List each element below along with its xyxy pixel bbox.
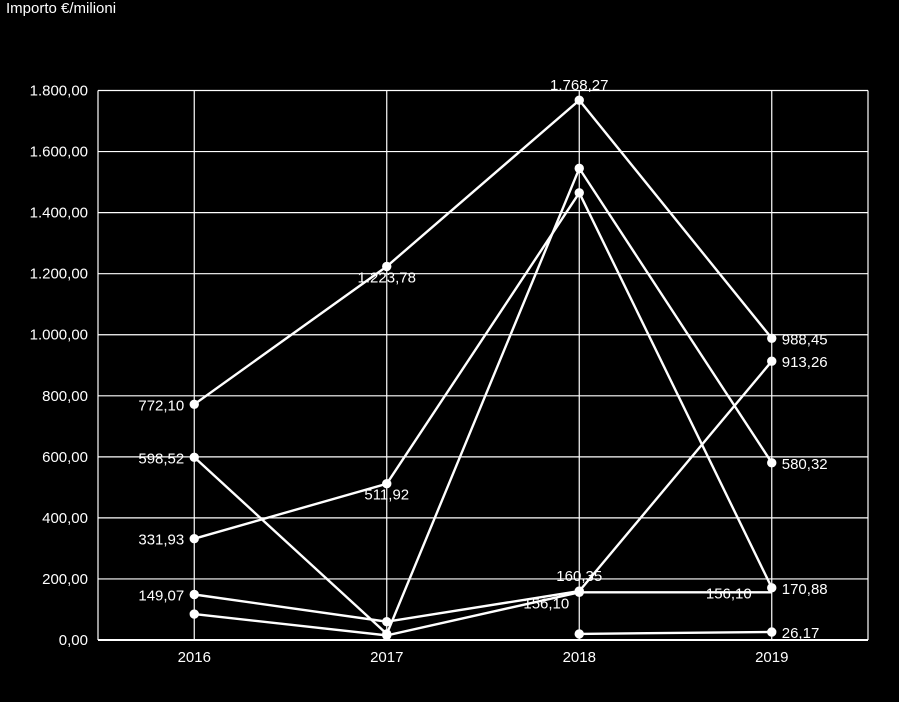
chart-root: Importo €/milioni 0,00 200,00 400,00 600,00… <box>0 0 899 702</box>
marker <box>383 631 391 639</box>
series-line-s3 <box>194 193 772 588</box>
series-line-s2 <box>194 168 772 634</box>
x-tick-label: 2016 <box>178 649 211 666</box>
data-label: 26,17 <box>782 625 820 642</box>
marker <box>768 459 776 467</box>
y-tick-label: 1.400,00 <box>30 205 88 222</box>
series-line-s5 <box>194 592 772 635</box>
data-label: 988,45 <box>782 331 828 348</box>
series-line-s6 <box>579 632 772 634</box>
marker <box>768 334 776 342</box>
data-label: 160,35 <box>556 568 602 585</box>
x-tick-label: 2018 <box>563 649 596 666</box>
y-tick-label: 1.200,00 <box>30 266 88 283</box>
x-tick-label: 2017 <box>370 649 403 666</box>
marker <box>575 164 583 172</box>
marker <box>190 400 198 408</box>
data-label: 772,10 <box>138 397 184 414</box>
data-label: 331,93 <box>138 532 184 549</box>
y-tick-label: 200,00 <box>42 571 88 588</box>
data-label: 1.768,27 <box>550 77 608 94</box>
y-tick-label: 600,00 <box>42 449 88 466</box>
marker <box>383 617 391 625</box>
data-label: 580,32 <box>782 456 828 473</box>
y-tick-label: 400,00 <box>42 510 88 527</box>
series-line-s1 <box>194 100 772 404</box>
y-tick-label: 1.000,00 <box>30 327 88 344</box>
marker <box>190 534 198 542</box>
marker <box>190 590 198 598</box>
data-label: 913,26 <box>782 354 828 371</box>
marker <box>190 610 198 618</box>
marker <box>575 96 583 104</box>
data-label: 598,52 <box>138 450 184 467</box>
data-label: 511,92 <box>364 487 409 504</box>
data-label: 1.223,78 <box>358 269 416 286</box>
data-label: 170,88 <box>782 581 828 598</box>
y-tick-label: 1.800,00 <box>30 83 88 100</box>
marker <box>768 357 776 365</box>
data-label: 156,10 <box>706 585 752 602</box>
data-label: 149,07 <box>138 587 184 604</box>
marker <box>768 584 776 592</box>
marker <box>575 630 583 638</box>
marker <box>190 453 198 461</box>
y-tick-label: 1.600,00 <box>30 144 88 161</box>
y-axis-title: Importo €/milioni <box>6 0 116 17</box>
x-tick-label: 2019 <box>755 649 788 666</box>
chart-svg: 0,00 200,00 400,00 600,00 800,00 1.000,00 1.20… <box>0 0 899 702</box>
y-tick-label: 0,00 <box>59 632 88 649</box>
data-label: 156,10 <box>523 595 569 612</box>
marker <box>575 189 583 197</box>
y-tick-label: 800,00 <box>42 388 88 405</box>
marker <box>575 588 583 596</box>
marker <box>768 628 776 636</box>
